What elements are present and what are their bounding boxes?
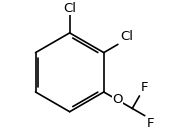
Text: O: O	[112, 93, 123, 106]
Text: F: F	[146, 117, 154, 130]
Text: Cl: Cl	[63, 2, 76, 14]
Text: F: F	[141, 81, 148, 94]
Text: Cl: Cl	[120, 30, 133, 43]
